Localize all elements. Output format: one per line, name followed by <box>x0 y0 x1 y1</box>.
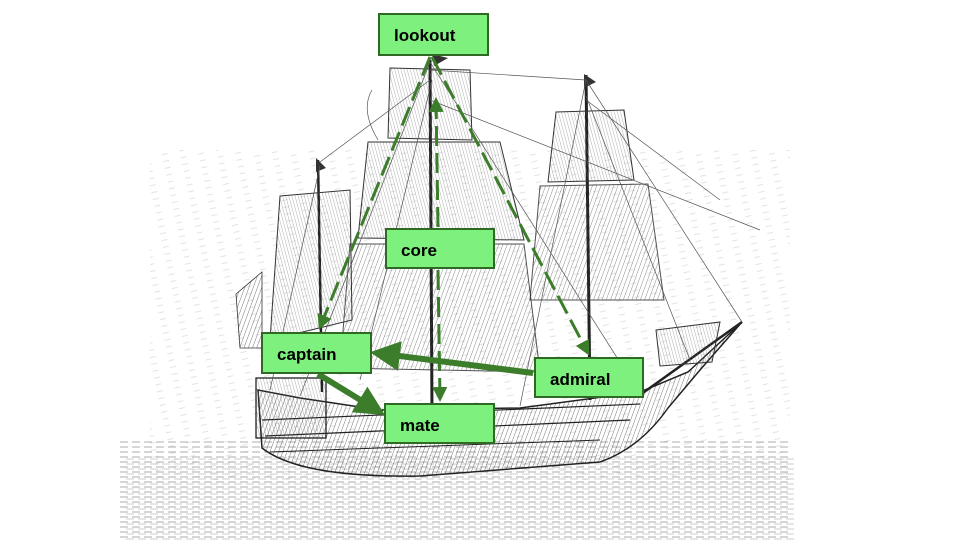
mizzen-sail <box>269 189 353 341</box>
edge-captain-to-mate <box>316 371 386 416</box>
node-admiral: admiral <box>534 357 644 398</box>
node-lookout-label: lookout <box>394 26 456 45</box>
node-core: core <box>385 228 495 269</box>
flag-fore <box>584 74 596 88</box>
edge-core-to-lookout <box>428 97 444 228</box>
node-lookout: lookout <box>378 13 489 56</box>
node-admiral-label: admiral <box>550 370 611 389</box>
spritsail <box>655 321 721 367</box>
node-core-label: core <box>401 241 437 260</box>
node-captain-label: captain <box>277 345 337 364</box>
edge-core-to-mate <box>432 269 448 402</box>
fore-course <box>529 183 665 301</box>
hull <box>257 321 743 477</box>
edge-lookout-to-admiral <box>430 56 590 356</box>
stern-castle <box>255 377 327 439</box>
node-mate-label: mate <box>400 416 440 435</box>
node-captain: captain <box>261 332 372 374</box>
edge-lookout-to-captain <box>317 56 432 330</box>
node-mate: mate <box>384 403 495 444</box>
edge-admiral-to-captain <box>370 341 534 376</box>
flag-mizzen <box>316 158 326 172</box>
